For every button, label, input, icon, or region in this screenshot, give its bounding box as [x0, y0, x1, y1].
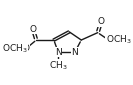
Text: CH$_3$: CH$_3$	[49, 59, 68, 72]
Text: OCH$_3$: OCH$_3$	[106, 34, 131, 46]
Text: N: N	[71, 48, 78, 57]
Text: O: O	[23, 44, 30, 53]
Text: O: O	[30, 25, 37, 34]
Text: OCH$_3$: OCH$_3$	[1, 42, 27, 54]
Text: N: N	[55, 48, 62, 57]
Text: O: O	[97, 17, 105, 26]
Text: O: O	[105, 36, 112, 45]
